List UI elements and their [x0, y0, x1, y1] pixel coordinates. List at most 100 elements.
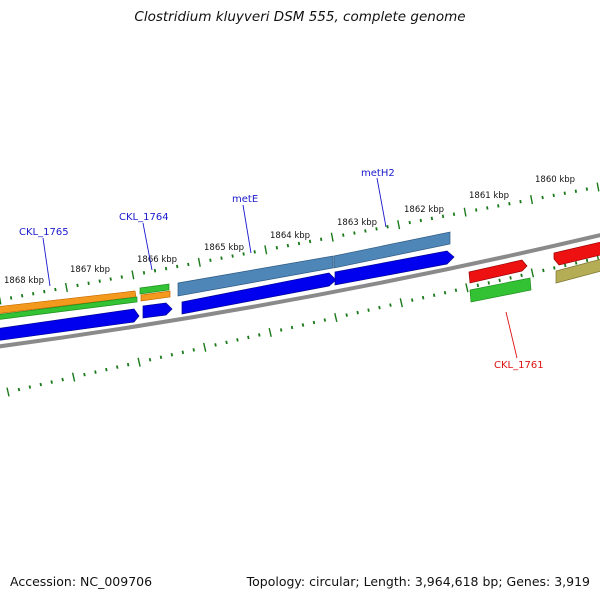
lower-tick-mark [312, 320, 316, 325]
upper-tick-mark [43, 289, 46, 294]
lower-tick-mark [487, 281, 490, 285]
lower-tick-mark [564, 263, 567, 268]
genome-backbone [0, 233, 600, 349]
upper-tick-mark [552, 193, 555, 198]
upper-tick-mark [54, 287, 57, 292]
lower-tick-ring [6, 253, 600, 397]
upper-tick-mark [508, 202, 511, 206]
lower-tick-mark [61, 377, 64, 382]
accession-text: Accession: NC_009706 [10, 574, 153, 589]
upper-tick-mark [197, 257, 201, 267]
upper-tick-mark [142, 271, 146, 275]
upper-tick-mark [353, 231, 356, 235]
upper-tick-mark [176, 264, 179, 269]
steelblue-feature-meth2[interactable] [333, 231, 451, 269]
lower-tick-mark [203, 342, 207, 352]
tick-label-1862: 1862 kbp [404, 205, 444, 215]
tick-label-1860: 1860 kbp [535, 175, 575, 185]
lower-tick-mark [258, 333, 261, 337]
upper-tick-ring [0, 182, 600, 305]
leader-ckl1765 [42, 237, 51, 287]
lower-tick-mark [585, 258, 589, 263]
tick-label-1863: 1863 kbp [337, 218, 377, 228]
lower-tick-mark [411, 298, 414, 302]
red-cds-ckl1761[interactable] [468, 259, 528, 284]
lower-tick-mark [170, 353, 174, 357]
upper-tick-mark [9, 296, 13, 300]
upper-tick-mark [21, 294, 24, 298]
lower-tick-mark [399, 298, 403, 308]
lower-tick-mark [443, 291, 447, 295]
lower-tick-mark [137, 357, 141, 367]
gene-label-mete[interactable]: metE [232, 194, 258, 205]
lower-tick-mark [71, 372, 76, 382]
upper-tick-mark [187, 262, 190, 267]
upper-tick-mark [220, 256, 223, 260]
upper-tick-mark [430, 216, 434, 221]
upper-tick-mark [486, 206, 489, 210]
blue-cds-ckl1764[interactable] [142, 302, 173, 319]
lower-tick-mark [553, 266, 556, 270]
upper-tick-mark [253, 250, 256, 254]
upper-tick-mark [419, 218, 422, 223]
gene-label-meth2[interactable]: metH2 [361, 168, 395, 179]
lower-tick-mark [574, 261, 578, 265]
lower-tick-mark [247, 335, 250, 340]
lower-tick-mark [301, 323, 305, 327]
green-feature-ckl1765[interactable] [0, 296, 138, 320]
genome-title: Clostridium kluyveri DSM 555, complete g… [134, 9, 466, 25]
lower-tick-mark [345, 313, 348, 317]
lower-tick-mark [83, 372, 86, 377]
gene-label-ckl1765[interactable]: CKL_1765 [19, 227, 69, 238]
upper-tick-mark [264, 245, 268, 255]
gene-label-ckl1761[interactable]: CKL_1761 [494, 360, 544, 371]
upper-tick-mark [541, 195, 544, 200]
lower-tick-mark [389, 303, 392, 307]
lower-tick-mark [454, 288, 458, 292]
blue-cds-mete[interactable] [181, 272, 337, 315]
upper-tick-mark [308, 239, 312, 244]
upper-tick-mark [320, 237, 323, 242]
lower-tick-mark [225, 340, 228, 345]
upper-tick-mark [596, 182, 600, 192]
green-feature-ckl1764[interactable] [139, 283, 170, 295]
orange-feature-ckl1764[interactable] [140, 290, 171, 302]
upper-tick-mark [64, 282, 68, 293]
olive-feature-right[interactable] [555, 258, 600, 284]
blue-cds-meth2[interactable] [334, 250, 455, 286]
lower-tick-mark [94, 370, 97, 374]
lower-tick-mark [17, 387, 21, 392]
lower-tick-mark [148, 358, 152, 362]
upper-tick-mark [297, 241, 301, 246]
lower-tick-mark [476, 283, 480, 288]
upper-tick-mark [397, 220, 401, 230]
lower-tick-mark [50, 380, 53, 384]
lower-tick-mark [159, 355, 163, 359]
steelblue-feature-mete[interactable] [177, 255, 334, 297]
blue-cds-ckl1765[interactable] [0, 308, 140, 341]
leader-ckl1761 [505, 311, 518, 359]
upper-tick-mark [585, 187, 589, 191]
gene-label-ckl1764[interactable]: CKL_1764 [119, 212, 169, 223]
upper-tick-mark [375, 227, 378, 231]
tick-label-1865: 1865 kbp [204, 243, 244, 253]
upper-tick-mark [519, 199, 522, 204]
genome-summary-text: Topology: circular; Length: 3,964,618 bp… [246, 574, 590, 589]
lower-tick-mark [181, 350, 185, 355]
upper-tick-mark [275, 245, 278, 250]
red-cds-right[interactable] [553, 241, 600, 266]
upper-tick-mark [386, 225, 389, 229]
lower-tick-mark [290, 325, 294, 330]
upper-tick-mark [242, 252, 245, 256]
lower-tick-mark [378, 305, 381, 310]
lower-tick-mark [334, 313, 338, 323]
upper-tick-mark [32, 292, 35, 296]
upper-tick-mark [0, 296, 2, 305]
upper-tick-mark [131, 270, 135, 280]
lower-tick-mark [28, 385, 32, 389]
green-feature-ckl1761[interactable] [469, 277, 532, 303]
lower-tick-mark [192, 348, 195, 352]
lower-tick-mark [509, 276, 512, 280]
lower-tick-mark [6, 387, 10, 397]
lower-tick-mark [356, 310, 359, 315]
